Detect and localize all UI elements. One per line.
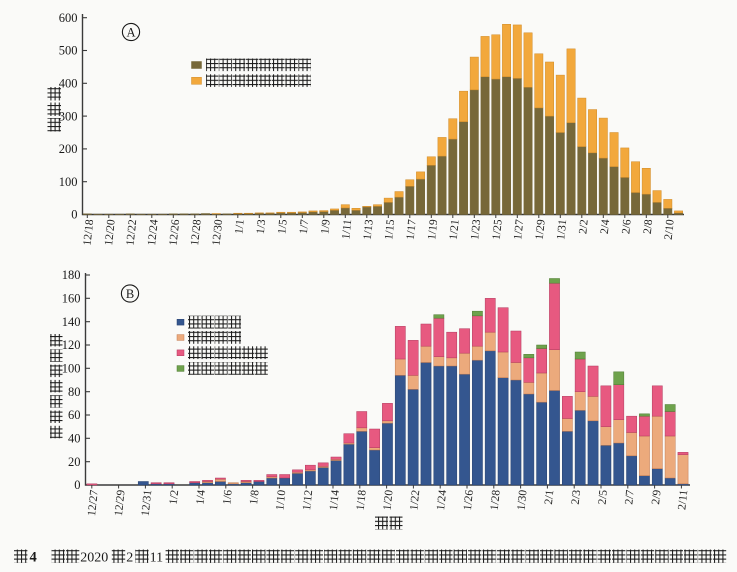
svg-text:12/18: 12/18	[82, 219, 97, 247]
svg-text:1/30: 1/30	[515, 489, 529, 511]
svg-text:2/9: 2/9	[650, 489, 663, 505]
svg-text:1/23: 1/23	[469, 219, 483, 241]
svg-text:1/7: 1/7	[298, 219, 311, 235]
svg-text:2: 2	[126, 550, 133, 565]
svg-text:1/24: 1/24	[435, 489, 449, 511]
svg-text:1/21: 1/21	[448, 219, 462, 241]
svg-text:180: 180	[62, 268, 81, 282]
svg-text:20: 20	[68, 455, 81, 469]
svg-text:4: 4	[30, 549, 37, 565]
svg-text:300: 300	[59, 109, 78, 123]
svg-text:60: 60	[68, 408, 81, 422]
svg-text:200: 200	[59, 142, 78, 156]
svg-text:1/29: 1/29	[534, 219, 548, 241]
svg-text:1/4: 1/4	[194, 489, 207, 505]
svg-text:2/7: 2/7	[623, 489, 636, 505]
svg-text:12/30: 12/30	[211, 219, 226, 247]
svg-text:1/22: 1/22	[408, 489, 422, 511]
svg-text:1/6: 1/6	[221, 489, 234, 505]
svg-text:1/19: 1/19	[426, 219, 440, 241]
svg-text:500: 500	[59, 44, 78, 58]
svg-text:40: 40	[68, 432, 81, 446]
svg-text:12/31: 12/31	[140, 489, 155, 517]
svg-text:1/18: 1/18	[355, 489, 369, 511]
svg-text:1/2: 1/2	[168, 489, 181, 505]
svg-text:12/26: 12/26	[168, 219, 183, 247]
svg-text:1/9: 1/9	[319, 219, 332, 235]
svg-text:100: 100	[59, 175, 78, 189]
svg-text:1/31: 1/31	[555, 219, 569, 241]
svg-text:2/11: 2/11	[676, 489, 690, 510]
svg-text:1/14: 1/14	[328, 489, 342, 511]
svg-text:80: 80	[68, 385, 81, 399]
svg-text:12/28: 12/28	[189, 219, 204, 247]
svg-text:600: 600	[59, 11, 78, 25]
svg-text:400: 400	[59, 77, 78, 91]
svg-text:2/1: 2/1	[543, 489, 556, 505]
svg-text:1/10: 1/10	[274, 489, 288, 511]
svg-text:12/24: 12/24	[146, 219, 161, 247]
svg-text:2020: 2020	[80, 550, 108, 565]
svg-text:140: 140	[62, 315, 81, 329]
svg-text:2/4: 2/4	[599, 219, 612, 235]
svg-text:2/3: 2/3	[570, 489, 583, 505]
svg-text:1/17: 1/17	[405, 219, 419, 241]
svg-text:12/29: 12/29	[113, 489, 128, 517]
svg-text:1/20: 1/20	[381, 489, 395, 511]
svg-text:1/12: 1/12	[301, 489, 315, 511]
svg-text:2/10: 2/10	[663, 219, 677, 241]
svg-text:1/13: 1/13	[362, 219, 376, 241]
svg-text:1/27: 1/27	[512, 219, 526, 241]
svg-text:1/28: 1/28	[489, 489, 503, 511]
svg-text:B: B	[126, 287, 134, 301]
svg-text:1/11: 1/11	[340, 219, 354, 240]
svg-text:1/5: 1/5	[276, 219, 289, 235]
svg-text:1/25: 1/25	[491, 219, 505, 241]
svg-text:1/8: 1/8	[248, 489, 261, 505]
svg-text:100: 100	[62, 362, 81, 376]
svg-text:0: 0	[71, 208, 77, 222]
svg-text:12/20: 12/20	[103, 219, 118, 247]
svg-text:2/2: 2/2	[577, 219, 590, 235]
svg-text:160: 160	[62, 292, 81, 306]
svg-text:0: 0	[74, 478, 80, 492]
svg-text:11: 11	[150, 550, 163, 565]
svg-text:2/6: 2/6	[620, 219, 633, 235]
svg-text:2/8: 2/8	[642, 219, 655, 235]
svg-text:120: 120	[62, 338, 81, 352]
svg-text:1/1: 1/1	[233, 219, 246, 235]
svg-text:1/26: 1/26	[462, 489, 476, 511]
svg-text:2/5: 2/5	[596, 489, 609, 505]
svg-text:A: A	[126, 26, 135, 40]
svg-text:12/27: 12/27	[86, 489, 101, 517]
svg-text:1/3: 1/3	[255, 219, 268, 235]
svg-text:12/22: 12/22	[125, 219, 140, 247]
svg-text:1/15: 1/15	[383, 219, 397, 241]
